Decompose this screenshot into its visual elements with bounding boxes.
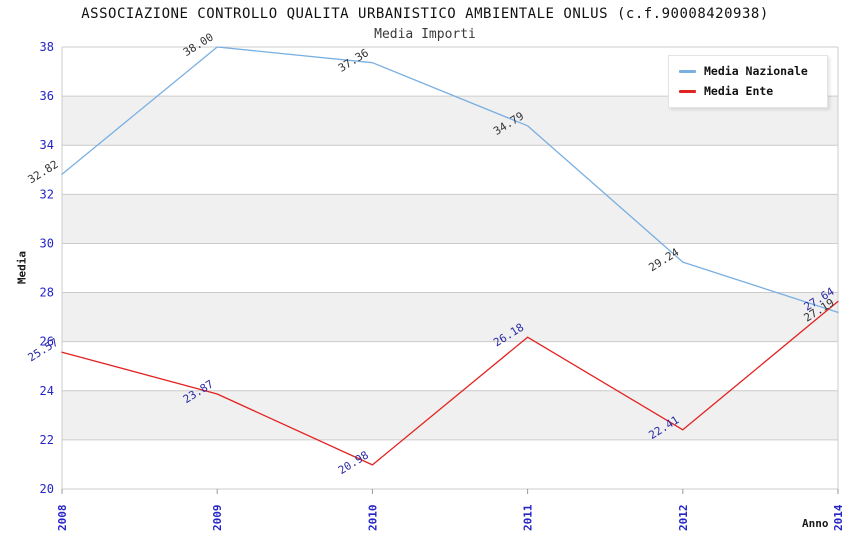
- plot-band: [62, 292, 838, 342]
- legend-item-media-nazionale: Media Nazionale: [679, 61, 827, 81]
- y-tick-label: 28: [40, 286, 54, 300]
- chart-title: ASSOCIAZIONE CONTROLLO QUALITA URBANISTI…: [81, 6, 769, 22]
- x-tick-label: 2014: [832, 504, 845, 531]
- x-tick-label: 2012: [677, 505, 690, 532]
- y-tick-label: 26: [40, 335, 54, 349]
- plot-band: [62, 341, 838, 391]
- y-axis-title: Media: [15, 250, 29, 285]
- plot-band: [62, 194, 838, 244]
- y-tick-label: 34: [40, 138, 54, 152]
- x-tick-label: 2011: [522, 504, 535, 531]
- chart-subtitle: Media Importi: [374, 27, 476, 42]
- data-point-label: 32.82: [26, 158, 61, 187]
- x-tick-label: 2010: [366, 505, 379, 532]
- y-tick-label: 22: [40, 433, 54, 447]
- x-tick-label: 2009: [211, 505, 224, 532]
- plot-band: [62, 439, 838, 489]
- legend: Media Nazionale Media Ente: [668, 55, 828, 108]
- legend-swatch-blue-icon: [679, 69, 696, 73]
- series-line-media-ente: [61, 300, 839, 466]
- plot-band: [62, 390, 838, 440]
- y-tick-label: 24: [40, 384, 54, 398]
- y-tick-label: 32: [40, 187, 54, 201]
- legend-label: Media Ente: [704, 84, 774, 98]
- legend-item-media-ente: Media Ente: [679, 81, 827, 101]
- plot-band: [62, 145, 838, 195]
- x-tick-label: 2008: [56, 505, 69, 532]
- series-line-media-nazionale: [61, 46, 839, 314]
- plot-band: [62, 243, 838, 293]
- x-axis-title: Anno: [802, 517, 829, 530]
- y-tick-label: 20: [40, 482, 54, 496]
- y-tick-label: 36: [40, 89, 54, 103]
- y-tick-label: 30: [40, 236, 54, 250]
- legend-swatch-red-icon: [679, 89, 696, 93]
- y-tick-label: 38: [40, 40, 54, 54]
- legend-label: Media Nazionale: [704, 64, 808, 78]
